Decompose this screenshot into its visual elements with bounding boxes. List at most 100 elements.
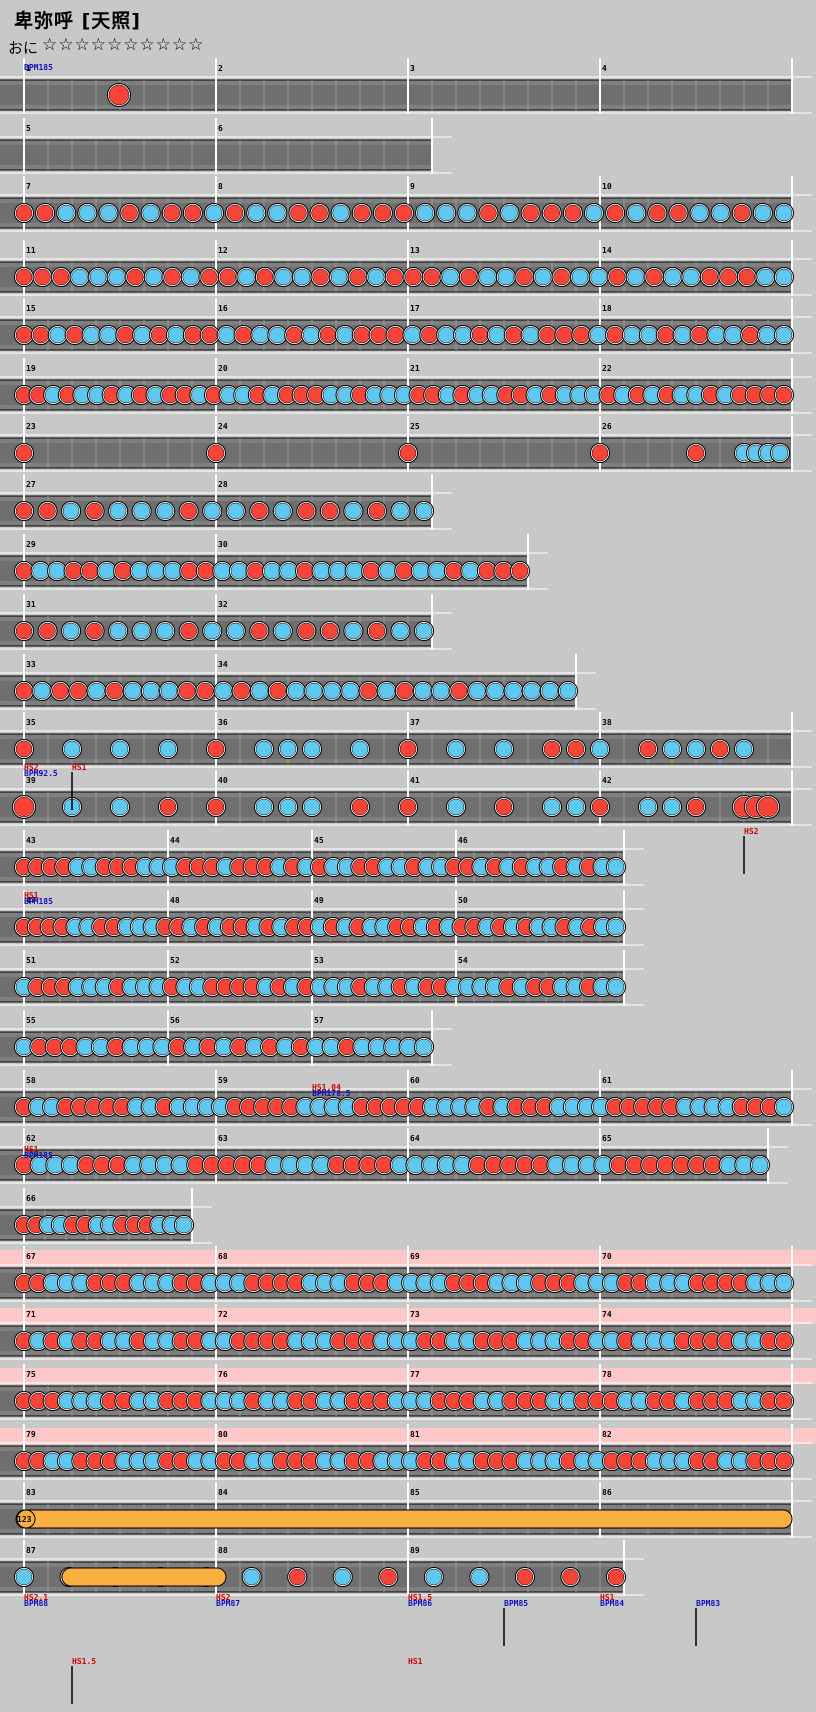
don-note [15,204,33,222]
ka-note [297,1156,315,1174]
ka-note [432,682,450,700]
measure-number: 65 [602,1134,612,1143]
measure-number: 87 [26,1546,36,1555]
ka-note [227,622,245,640]
don-note [296,562,314,580]
ka-note [627,268,644,286]
ka-note [274,502,292,520]
measure-number: 81 [410,1430,420,1439]
don-note [362,562,380,580]
don-note [247,562,264,580]
ka-note [164,562,182,580]
don-note [290,204,307,222]
balloon-note [16,1509,36,1529]
don-note [13,796,35,818]
don-note [564,204,582,222]
don-note [478,562,496,580]
lane-row: 1 2 3 4 [0,58,812,114]
measure-number: 57 [314,1016,324,1025]
ka-note [392,622,409,640]
ka-note [238,268,255,286]
don-note [181,562,198,580]
ka-note [329,562,347,580]
difficulty-stars: ☆☆☆☆☆☆☆☆☆☆ [42,35,205,55]
ka-note [247,204,265,222]
ka-note [175,1216,193,1234]
ka-note [156,502,174,520]
ka-note [479,268,496,286]
don-note [188,1156,205,1174]
don-note [121,204,138,222]
ka-note [522,326,539,344]
lane-row: 33 34 [0,654,596,710]
don-note [15,326,33,344]
event-label: HS1 [408,1657,423,1666]
don-note [606,326,624,344]
event-label: BPM83 [696,1599,720,1608]
ka-note [429,562,446,580]
don-note [543,740,561,758]
event-label: BPM185 [24,897,53,906]
ka-note [523,682,540,700]
measure-number: 28 [218,480,228,489]
don-note [741,326,759,344]
don-note [285,326,303,344]
lane-row: 19 20 21 22 [0,358,812,414]
measure-number: 54 [458,956,468,965]
don-note [159,798,177,816]
measure-number: 9 [410,182,415,191]
don-note [396,562,413,580]
ka-note [712,204,729,222]
don-note [233,682,250,700]
don-note [395,204,413,222]
don-note [642,1156,659,1174]
measure-number: 82 [602,1430,612,1439]
measure-number: 62 [26,1134,36,1143]
ka-note [263,562,281,580]
ka-note [469,682,486,700]
ka-note [125,1156,142,1174]
ka-note [131,562,148,580]
ka-note [313,1156,330,1174]
ka-note [442,268,459,286]
ka-note [83,326,100,344]
event-label: HS2 [24,763,39,772]
don-note [516,1568,534,1586]
ka-note [252,326,269,344]
measure-number: 6 [218,124,223,133]
ka-note [378,682,395,700]
don-note [163,204,181,222]
don-note [207,444,225,462]
don-note [298,622,315,640]
don-note [150,326,168,344]
measure-number: 7 [26,182,31,191]
measure-number: 51 [26,956,36,965]
don-note [387,326,404,344]
ka-note [422,1156,440,1174]
event-label: HS1 [24,1145,39,1154]
ka-note [71,268,88,286]
don-note [311,204,328,222]
lane-row: 11 12 13 14 [0,240,812,296]
measure-number: 78 [602,1370,612,1379]
ka-note [133,326,151,344]
ka-note [156,622,174,640]
ka-note [751,1156,769,1174]
ka-note [133,622,150,640]
measure-number: 21 [410,364,420,373]
ka-note [495,740,513,758]
lane-row: 71 72 73 74 [0,1304,816,1360]
ka-note [771,444,789,462]
don-note [673,1156,690,1174]
ka-note [607,978,625,996]
don-note [495,562,512,580]
don-note [32,326,50,344]
ka-note [392,502,409,520]
don-note [86,622,103,640]
don-note [775,1332,793,1350]
ka-note [98,562,115,580]
measure-number: 14 [602,246,612,255]
lane-row: 55 56 57 [0,1010,452,1066]
measure-number: 16 [218,304,228,313]
ka-note [255,740,273,758]
